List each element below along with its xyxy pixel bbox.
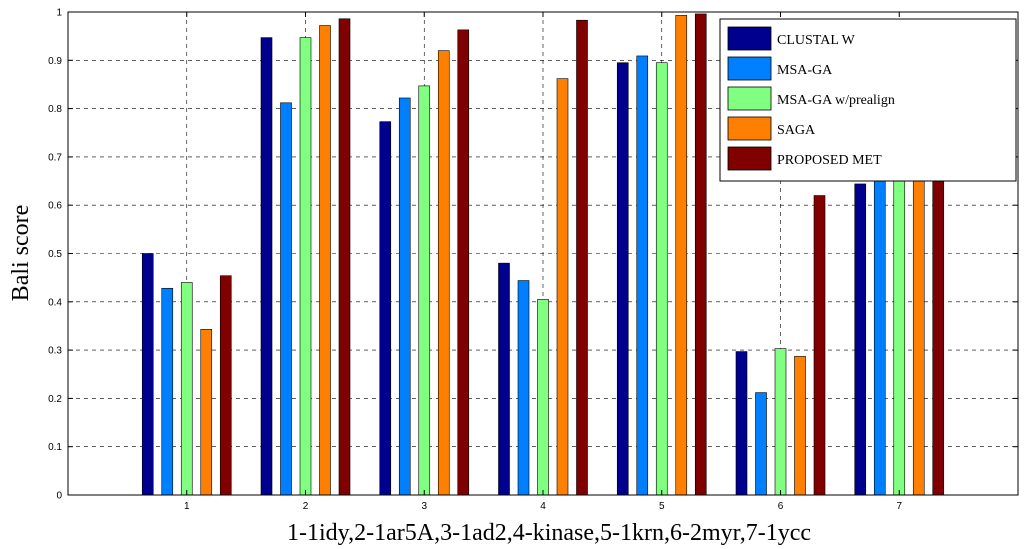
y-tick-label: 0.9 xyxy=(48,56,62,67)
y-tick-label: 0.2 xyxy=(48,394,62,405)
bar xyxy=(576,19,588,496)
bar xyxy=(517,280,530,496)
legend-label: MSA-GA xyxy=(777,63,833,78)
y-tick-label: 0.1 xyxy=(48,442,62,453)
x-axis-label: 1-1idy,2-1ar5A,3-1ad2,4-kinase,5-1krn,6-… xyxy=(287,520,811,546)
y-tick-label: 0.5 xyxy=(48,249,62,260)
bar xyxy=(161,287,174,496)
x-tick-label: 5 xyxy=(659,501,665,512)
y-tick-label: 0.3 xyxy=(48,346,62,357)
legend-swatch xyxy=(727,86,772,111)
bar xyxy=(735,351,748,496)
bar xyxy=(774,348,787,496)
bar xyxy=(813,195,826,496)
bar xyxy=(655,62,668,496)
legend-label: MSA-GA w/prealign xyxy=(777,93,895,108)
bar xyxy=(854,183,867,496)
y-axis-label: Bali score xyxy=(8,205,34,302)
bar xyxy=(675,15,688,496)
bar xyxy=(260,37,273,496)
legend-swatch xyxy=(727,56,772,81)
bar xyxy=(141,253,154,496)
bar xyxy=(219,275,232,496)
y-tick-label: 1 xyxy=(56,8,62,19)
x-tick-label: 3 xyxy=(421,501,427,512)
legend-label: CLUSTAL W xyxy=(777,33,856,48)
legend-swatch xyxy=(727,26,772,51)
y-tick-label: 0.4 xyxy=(48,297,62,308)
bar xyxy=(694,13,707,496)
bar xyxy=(180,282,193,496)
bar xyxy=(556,78,569,496)
bar xyxy=(457,29,470,496)
bar xyxy=(398,97,411,496)
bar xyxy=(498,262,510,496)
x-tick-label: 4 xyxy=(540,501,546,512)
legend-swatch xyxy=(727,146,772,171)
y-ticks: 0 0.1 0.2 0.3 0.4 0.5 0.6 0.7 0.8 0.9 1 xyxy=(48,8,1018,502)
bar xyxy=(280,102,292,496)
legend-label: SAGA xyxy=(777,123,816,138)
bar xyxy=(319,25,331,496)
x-tick-label: 1 xyxy=(184,501,190,512)
bar xyxy=(912,144,925,496)
y-tick-label: 0.6 xyxy=(48,201,62,212)
bar xyxy=(794,356,806,496)
bar xyxy=(755,392,767,496)
bar xyxy=(437,50,450,496)
bar xyxy=(200,329,213,496)
bar xyxy=(379,121,392,496)
legend-label: PROPOSED MET xyxy=(777,153,882,168)
x-tick-label: 6 xyxy=(778,501,784,512)
legend-swatch xyxy=(727,116,772,141)
x-tick-label: 7 xyxy=(896,501,902,512)
x-tick-label: 2 xyxy=(303,501,309,512)
legend: CLUSTAL W MSA-GA MSA-GA w/prealign SAGA PROP… xyxy=(719,18,1017,182)
bar xyxy=(636,55,649,496)
bar xyxy=(893,179,906,496)
bar xyxy=(873,180,886,496)
bar xyxy=(338,18,351,496)
bar xyxy=(418,85,431,496)
bars xyxy=(141,13,945,496)
bar xyxy=(616,62,629,496)
y-tick-label: 0.8 xyxy=(48,104,62,115)
x-ticks: 1 2 3 4 5 6 7 xyxy=(184,12,902,512)
bar xyxy=(299,37,312,496)
y-tick-label: 0 xyxy=(56,491,62,502)
bar xyxy=(537,299,549,496)
y-tick-label: 0.7 xyxy=(48,152,62,163)
